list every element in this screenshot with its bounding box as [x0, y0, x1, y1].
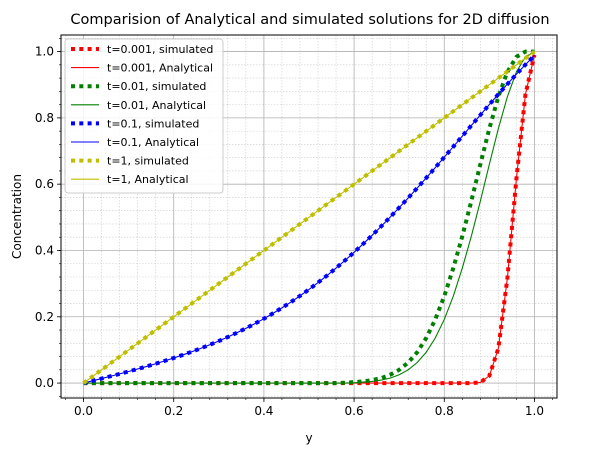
- legend-label: t=1, Analytical: [107, 173, 189, 186]
- plot-frame: [60, 34, 558, 399]
- x-tick-label: 0.2: [164, 404, 183, 418]
- legend-box: [64, 38, 224, 194]
- series-line-5: [83, 55, 535, 384]
- y-tick-label: 0.0: [35, 376, 54, 390]
- legend: t=0.001, simulated t=0.001, Analytical t=0…: [64, 38, 224, 194]
- y-axis-label: Concentration: [10, 174, 24, 259]
- legend-label: t=0.1, simulated: [107, 117, 199, 130]
- x-tick-label: 0.8: [435, 404, 454, 418]
- y-tick-label: 0.2: [35, 310, 54, 324]
- x-tick-label: 0.6: [345, 404, 364, 418]
- y-tick-label: 0.6: [35, 177, 54, 191]
- y-tick-label: 0.4: [35, 243, 54, 257]
- y-tick-label: 0.8: [35, 111, 54, 125]
- x-tick-label: 0.4: [254, 404, 273, 418]
- x-tick-label: 1.0: [525, 404, 544, 418]
- plot-series: [82, 49, 537, 386]
- legend-label: t=0.001, simulated: [107, 43, 213, 56]
- legend-label: t=0.1, Analytical: [107, 136, 199, 149]
- legend-label: t=0.001, Analytical: [107, 62, 213, 75]
- legend-label: t=0.01, Analytical: [107, 99, 206, 112]
- series-line-3: [83, 51, 535, 384]
- legend-label: t=0.01, simulated: [107, 80, 206, 93]
- legend-label: t=1, simulated: [107, 155, 189, 168]
- series-line-7: [83, 51, 535, 384]
- axis-ticks: 0.0 0.2 0.4 0.6 0.8 1.0 0.0 0.2 0.4 0.6 0.8 1.0: [35, 38, 553, 418]
- x-tick-label: 0.0: [74, 404, 93, 418]
- y-tick-label: 1.0: [35, 45, 54, 59]
- chart-title: Comparision of Analytical and simulated …: [70, 12, 549, 28]
- x-axis-label: y: [305, 431, 312, 445]
